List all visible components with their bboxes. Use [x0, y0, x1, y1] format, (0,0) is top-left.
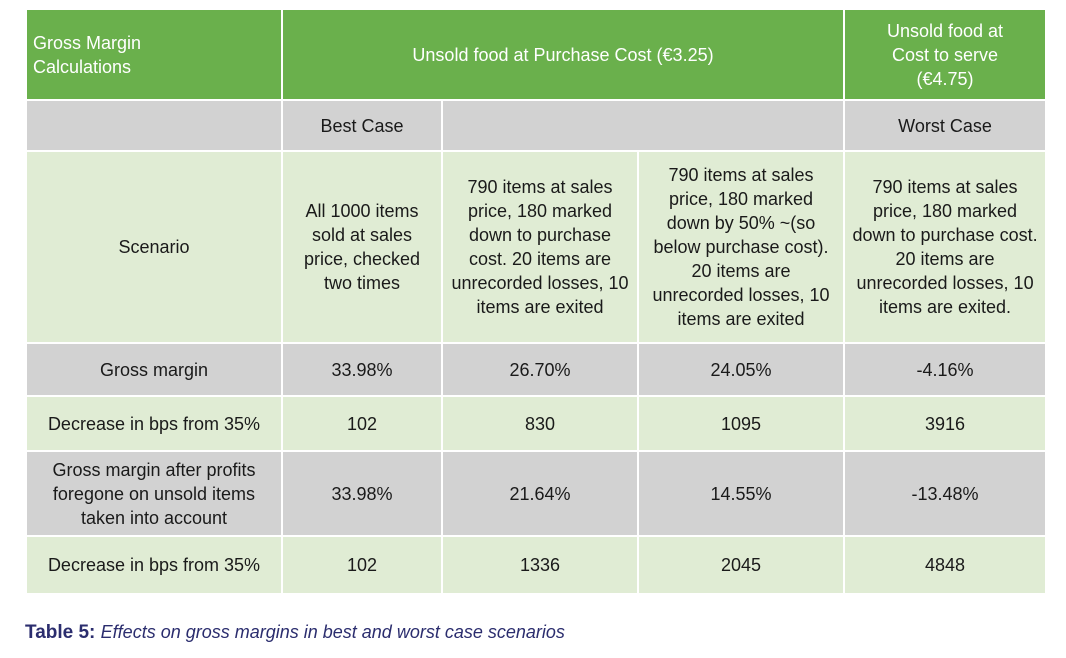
table-cell: 102: [281, 535, 443, 595]
caption-text: Effects on gross margins in best and wor…: [100, 622, 565, 642]
gross-margin-table: Gross Margin Calculations Unsold food at…: [25, 8, 1048, 595]
table-cell: 2045: [636, 535, 846, 595]
row-label: Gross margin after profits foregone on u…: [25, 450, 283, 537]
table-cell: 1095: [636, 395, 846, 452]
header-cost-to-serve: Unsold food at Cost to serve (€4.75): [843, 8, 1048, 101]
table-cell: 14.55%: [636, 450, 846, 537]
header-purchase-cost: Unsold food at Purchase Cost (€3.25): [280, 8, 846, 101]
header-row: Gross Margin Calculations Unsold food at…: [25, 8, 1048, 101]
table-cell: 790 items at sales price, 180 marked dow…: [636, 150, 846, 344]
table-cell: 33.98%: [281, 342, 443, 397]
table-cell: -4.16%: [843, 342, 1048, 397]
caption-label: Table 5:: [25, 622, 96, 643]
table-cell: 24.05%: [636, 342, 846, 397]
table-cell: 21.64%: [441, 450, 639, 537]
table-cell: 1336: [441, 535, 639, 595]
case-row: Best Case Worst Case: [25, 99, 1048, 152]
table-cell: 102: [281, 395, 443, 452]
table-cell: 3916: [843, 395, 1048, 452]
table-cell: All 1000 items sold at sales price, chec…: [281, 150, 443, 344]
worst-case-label: Worst Case: [843, 99, 1048, 152]
table-row: Decrease in bps from 35% 102 830 1095 39…: [25, 395, 1048, 452]
row-label: Gross margin: [25, 342, 283, 397]
table-cell: 830: [441, 395, 639, 452]
table-cell: 790 items at sales price, 180 marked dow…: [843, 150, 1048, 344]
best-case-label: Best Case: [281, 99, 443, 152]
table-row: Gross margin after profits foregone on u…: [25, 450, 1048, 537]
row-label: Scenario: [25, 150, 283, 344]
case-row-empty: [25, 99, 283, 152]
table-cell: 26.70%: [441, 342, 639, 397]
row-label: Decrease in bps from 35%: [25, 535, 283, 595]
row-label: Decrease in bps from 35%: [25, 395, 283, 452]
table-cell: 790 items at sales price, 180 marked dow…: [441, 150, 639, 344]
table-cell: -13.48%: [843, 450, 1048, 537]
header-calculations: Gross Margin Calculations: [25, 8, 283, 101]
table-cell: 4848: [843, 535, 1048, 595]
table-row: Gross margin 33.98% 26.70% 24.05% -4.16%: [25, 342, 1048, 397]
case-row-middle: [440, 99, 846, 152]
table-row: Decrease in bps from 35% 102 1336 2045 4…: [25, 535, 1048, 595]
table-caption: Table 5: Effects on gross margins in bes…: [25, 622, 565, 644]
table-cell: 33.98%: [281, 450, 443, 537]
table-row: Scenario All 1000 items sold at sales pr…: [25, 150, 1048, 344]
